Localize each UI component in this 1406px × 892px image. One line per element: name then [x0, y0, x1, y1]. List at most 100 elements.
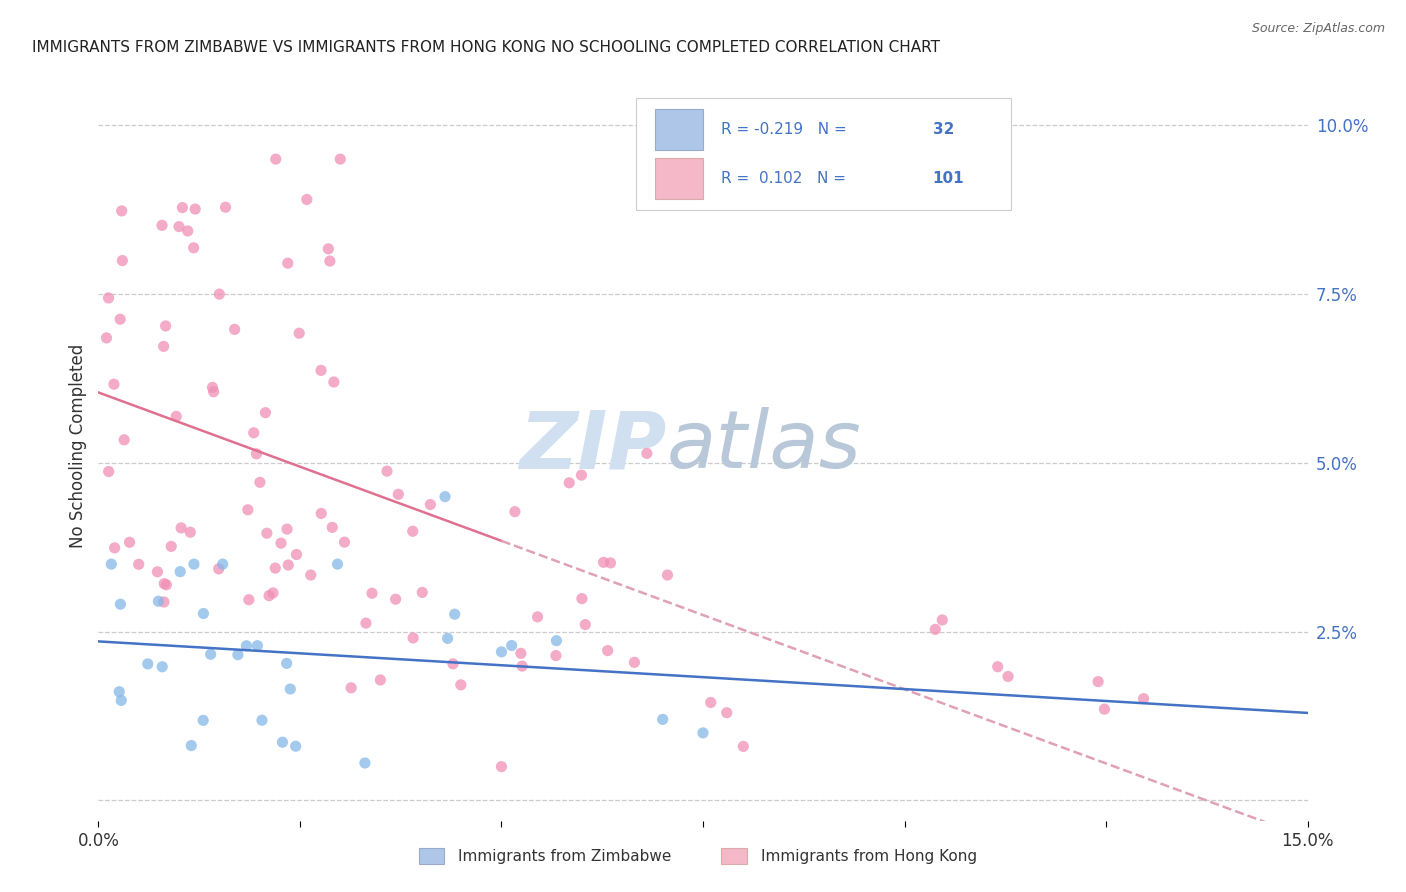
Point — [256, 526, 278, 541]
Point — [526, 610, 548, 624]
Point — [148, 594, 170, 608]
Point — [299, 568, 322, 582]
Point — [250, 713, 273, 727]
Point — [329, 152, 352, 166]
Point — [180, 739, 202, 753]
Point — [153, 576, 176, 591]
Point — [155, 318, 177, 333]
Point — [112, 433, 135, 447]
Point — [354, 616, 377, 631]
Text: atlas: atlas — [666, 407, 862, 485]
Point — [111, 253, 134, 268]
Point — [340, 681, 363, 695]
Point — [636, 446, 658, 460]
Text: Immigrants from Hong Kong: Immigrants from Hong Kong — [761, 849, 977, 863]
Point — [150, 659, 173, 673]
Point — [177, 224, 200, 238]
Point — [153, 595, 176, 609]
Point — [224, 322, 246, 336]
Point — [110, 597, 132, 611]
Point — [257, 589, 280, 603]
Point — [599, 556, 621, 570]
Point — [200, 647, 222, 661]
Point — [155, 578, 177, 592]
Point — [238, 592, 260, 607]
Point — [1087, 674, 1109, 689]
Text: Immigrants from Zimbabwe: Immigrants from Zimbabwe — [458, 849, 672, 863]
Point — [987, 659, 1010, 673]
Text: ZIP: ZIP — [519, 407, 666, 485]
Point — [546, 633, 568, 648]
Point — [249, 475, 271, 490]
Point — [108, 312, 131, 326]
Text: 32: 32 — [932, 122, 955, 137]
Point — [208, 287, 231, 301]
Point — [97, 291, 120, 305]
Point — [172, 201, 194, 215]
Point — [318, 242, 340, 256]
Y-axis label: No Schooling Completed: No Schooling Completed — [69, 344, 87, 548]
Point — [202, 384, 225, 399]
Point — [361, 586, 384, 600]
Point — [201, 380, 224, 394]
Point — [170, 521, 193, 535]
Point — [441, 657, 464, 671]
Point — [368, 673, 391, 687]
Point — [450, 678, 472, 692]
Point — [571, 591, 593, 606]
Text: R = -0.219   N =: R = -0.219 N = — [721, 122, 856, 137]
Point — [924, 623, 946, 637]
Text: 101: 101 — [932, 170, 965, 186]
Point — [262, 586, 284, 600]
Point — [183, 241, 205, 255]
Point — [434, 490, 457, 504]
Point — [211, 557, 233, 571]
Point — [288, 326, 311, 341]
Point — [571, 468, 593, 483]
Point — [136, 657, 159, 671]
Point — [254, 406, 277, 420]
Point — [264, 561, 287, 575]
Point — [733, 739, 755, 754]
Point — [96, 331, 118, 345]
Point — [510, 659, 533, 673]
Point — [214, 200, 236, 214]
Point — [208, 562, 231, 576]
Point — [700, 696, 723, 710]
Point — [278, 681, 301, 696]
Point — [193, 714, 215, 728]
Point — [321, 520, 343, 534]
Point — [1132, 691, 1154, 706]
Point — [1094, 702, 1116, 716]
Point — [276, 657, 298, 671]
Point — [128, 558, 150, 572]
Point — [179, 525, 201, 540]
Point — [226, 648, 249, 662]
Point — [236, 502, 259, 516]
Point — [277, 558, 299, 572]
Point — [509, 646, 531, 660]
Point — [411, 585, 433, 599]
Point — [657, 568, 679, 582]
Point — [931, 613, 953, 627]
Point — [242, 425, 264, 440]
Point — [183, 557, 205, 571]
Point — [270, 536, 292, 550]
Point — [152, 339, 174, 353]
Point — [326, 557, 349, 571]
Point — [501, 639, 523, 653]
Point — [491, 759, 513, 773]
Point — [651, 712, 673, 726]
Point — [574, 617, 596, 632]
Point — [596, 643, 619, 657]
Point — [387, 487, 409, 501]
Point — [322, 375, 344, 389]
Point — [264, 152, 287, 166]
Point — [103, 377, 125, 392]
Point — [491, 645, 513, 659]
Point — [277, 256, 299, 270]
Point — [716, 706, 738, 720]
Point — [160, 540, 183, 554]
Point — [100, 557, 122, 571]
Point — [402, 524, 425, 539]
